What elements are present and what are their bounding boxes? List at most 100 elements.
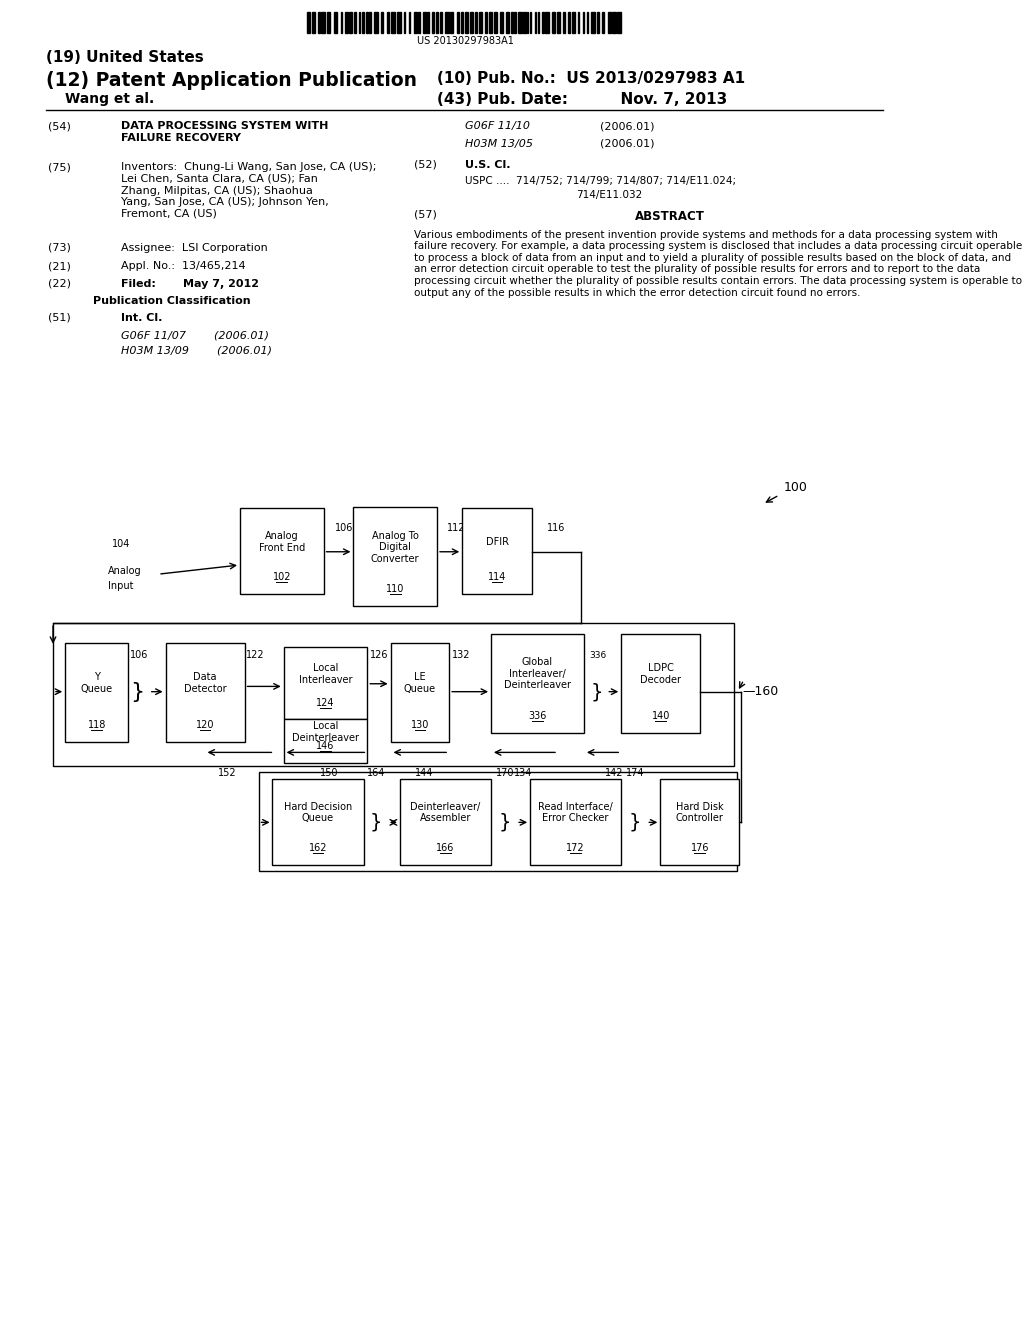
Text: }: } — [499, 813, 511, 832]
Text: H03M 13/05: H03M 13/05 — [465, 139, 532, 149]
Bar — [345, 12, 348, 33]
Bar — [660, 779, 739, 865]
Text: 144: 144 — [415, 768, 433, 779]
Bar — [341, 12, 342, 33]
Text: 140: 140 — [651, 710, 670, 721]
Bar — [535, 12, 537, 33]
Bar — [530, 779, 622, 865]
Text: 714/E11.032: 714/E11.032 — [577, 190, 643, 201]
Text: 112: 112 — [447, 523, 466, 533]
Bar — [272, 779, 364, 865]
Bar — [479, 12, 482, 33]
Bar — [518, 12, 521, 33]
Bar — [543, 12, 544, 33]
Text: (51): (51) — [48, 313, 71, 323]
Text: 170: 170 — [496, 768, 514, 779]
Text: Data
Detector: Data Detector — [183, 672, 226, 694]
Bar — [327, 12, 331, 33]
Bar — [568, 12, 569, 33]
Text: Filed:       May 7, 2012: Filed: May 7, 2012 — [121, 279, 259, 289]
Bar — [612, 12, 615, 33]
Bar — [622, 634, 700, 733]
Text: 166: 166 — [436, 842, 455, 853]
Text: (57): (57) — [414, 210, 436, 220]
Bar — [390, 643, 450, 742]
Text: (54): (54) — [48, 121, 72, 132]
Text: 104: 104 — [112, 539, 130, 549]
Text: }: } — [591, 682, 603, 701]
Bar — [607, 12, 611, 33]
Text: (10) Pub. No.:  US 2013/0297983 A1: (10) Pub. No.: US 2013/0297983 A1 — [437, 71, 745, 86]
Text: 106: 106 — [335, 523, 353, 533]
Text: 172: 172 — [566, 842, 585, 853]
Text: 106: 106 — [130, 649, 148, 660]
Bar — [538, 12, 539, 33]
Text: —160: —160 — [742, 685, 778, 698]
Text: LDPC
Decoder: LDPC Decoder — [640, 663, 681, 685]
Bar — [617, 12, 621, 33]
Text: 146: 146 — [316, 741, 335, 751]
Text: 126: 126 — [370, 649, 389, 660]
Bar — [572, 12, 575, 33]
Text: Input: Input — [108, 581, 133, 591]
Bar — [349, 12, 351, 33]
Bar — [414, 12, 417, 33]
Text: 122: 122 — [247, 649, 265, 660]
Bar — [591, 12, 595, 33]
Bar — [461, 12, 463, 33]
Text: (43) Pub. Date:          Nov. 7, 2013: (43) Pub. Date: Nov. 7, 2013 — [437, 92, 727, 107]
Bar — [552, 12, 555, 33]
Bar — [587, 12, 588, 33]
Bar — [400, 779, 492, 865]
Bar — [358, 12, 360, 33]
Bar — [354, 12, 356, 33]
Text: (22): (22) — [48, 279, 72, 289]
Bar — [374, 12, 378, 33]
Bar — [489, 12, 492, 33]
Bar — [166, 643, 245, 742]
Text: LE
Queue: LE Queue — [403, 672, 436, 694]
Text: Deinterleaver/
Assembler: Deinterleaver/ Assembler — [411, 801, 480, 824]
Text: Publication Classification: Publication Classification — [93, 296, 251, 306]
Text: Analog To
Digital
Converter: Analog To Digital Converter — [371, 531, 420, 564]
Bar — [602, 12, 604, 33]
Text: (21): (21) — [48, 261, 72, 272]
Text: ABSTRACT: ABSTRACT — [635, 210, 705, 223]
Text: DFIR: DFIR — [485, 537, 509, 546]
Text: Local
Deinterleaver: Local Deinterleaver — [292, 721, 359, 743]
Text: (52): (52) — [414, 160, 436, 170]
Bar — [403, 12, 406, 33]
Text: (12) Patent Application Publication: (12) Patent Application Publication — [46, 71, 418, 90]
Bar — [307, 12, 310, 33]
Text: }: } — [629, 813, 641, 832]
Text: Read Interface/
Error Checker: Read Interface/ Error Checker — [539, 801, 613, 824]
Bar — [439, 12, 442, 33]
Bar — [322, 12, 325, 33]
Bar — [466, 12, 468, 33]
Bar — [311, 12, 315, 33]
Text: 110: 110 — [386, 583, 404, 594]
Bar — [475, 12, 477, 33]
Text: 174: 174 — [626, 768, 644, 779]
Text: 130: 130 — [411, 719, 429, 730]
Bar — [523, 12, 525, 33]
Text: 116: 116 — [547, 523, 565, 533]
Text: 142: 142 — [604, 768, 623, 779]
Text: 114: 114 — [487, 572, 506, 582]
Bar — [492, 634, 584, 733]
Bar — [240, 508, 324, 594]
Text: 100: 100 — [784, 480, 808, 494]
Text: (75): (75) — [48, 162, 72, 173]
Text: Inventors:  Chung-Li Wang, San Jose, CA (US);
Lei Chen, Santa Clara, CA (US); Fa: Inventors: Chung-Li Wang, San Jose, CA (… — [121, 162, 376, 219]
Text: }: } — [131, 681, 144, 702]
Text: Analog: Analog — [108, 566, 141, 577]
Text: (73): (73) — [48, 243, 72, 253]
Text: Hard Decision
Queue: Hard Decision Queue — [284, 801, 352, 824]
Text: Global
Interleaver/
Deinterleaver: Global Interleaver/ Deinterleaver — [504, 657, 571, 690]
Text: Local
Interleaver: Local Interleaver — [299, 663, 352, 685]
Text: US 20130297983A1: US 20130297983A1 — [417, 36, 513, 46]
Bar — [53, 623, 734, 766]
Text: Analog
Front End: Analog Front End — [259, 531, 305, 553]
Text: G06F 11/07        (2006.01): G06F 11/07 (2006.01) — [121, 330, 269, 341]
Bar — [527, 12, 528, 33]
